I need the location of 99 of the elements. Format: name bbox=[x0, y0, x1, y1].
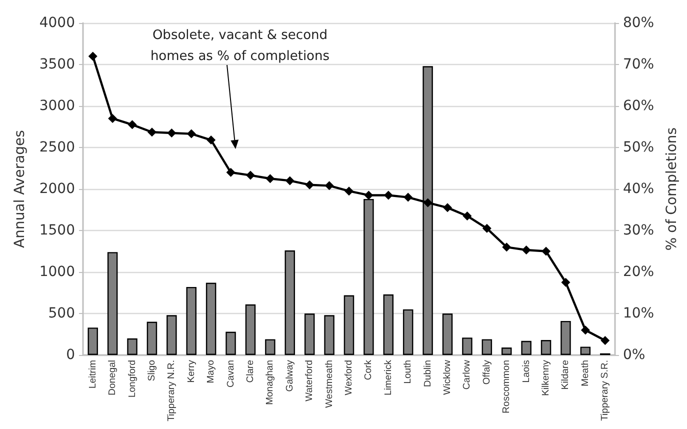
y2-tick-label: 40% bbox=[622, 181, 654, 197]
point bbox=[128, 120, 137, 130]
bar bbox=[88, 328, 98, 355]
x-tick-label: Offaly bbox=[481, 360, 492, 385]
y2-tick-label: 30% bbox=[622, 222, 654, 238]
x-tick-label: Roscommon bbox=[501, 360, 512, 414]
point bbox=[384, 190, 393, 200]
x-tick-label: Sligo bbox=[146, 360, 158, 382]
bar bbox=[482, 339, 492, 355]
point bbox=[522, 246, 531, 255]
x-tick-label: Clare bbox=[244, 360, 256, 383]
y-tick-label: 3500 bbox=[39, 56, 75, 72]
bar bbox=[206, 282, 216, 355]
x-tick-label: Dublin bbox=[422, 360, 434, 387]
point bbox=[423, 198, 432, 208]
point bbox=[344, 186, 354, 196]
bar bbox=[245, 304, 256, 355]
bar bbox=[186, 286, 196, 355]
x-tick-label: Louth bbox=[402, 360, 414, 384]
y2-axis-title: % of Completions bbox=[664, 127, 680, 251]
point bbox=[364, 190, 374, 200]
point bbox=[206, 136, 216, 145]
x-tick-label: Kilkenny bbox=[540, 360, 552, 396]
bar bbox=[560, 320, 571, 355]
point bbox=[305, 180, 314, 190]
annotation: Obsolete, vacant & second homes as % of completions bbox=[149, 26, 331, 66]
bar bbox=[383, 294, 394, 355]
x-tick-label: Mayo bbox=[206, 360, 217, 384]
x-tick-label: Monaghan bbox=[264, 360, 276, 405]
bar bbox=[265, 339, 276, 355]
y2-tick-label: 0% bbox=[622, 347, 646, 363]
y-tick-label: 4000 bbox=[39, 15, 75, 31]
y-tick-label: 1500 bbox=[39, 222, 75, 238]
y2-tick-label: 80% bbox=[622, 15, 654, 31]
point bbox=[266, 174, 275, 184]
point bbox=[88, 52, 98, 61]
bar bbox=[284, 250, 296, 355]
x-tick-label: Donegal bbox=[107, 360, 118, 396]
point bbox=[167, 128, 176, 138]
bar bbox=[540, 340, 552, 355]
point bbox=[108, 114, 118, 123]
y2-tick-label: 50% bbox=[622, 140, 654, 156]
point bbox=[542, 246, 551, 256]
y-tick-label: 3000 bbox=[39, 98, 75, 114]
y2-tick-label: 60% bbox=[622, 98, 654, 114]
x-tick-label: Wexford bbox=[343, 360, 354, 396]
bar bbox=[580, 346, 591, 355]
x-tick-label: Tipperary S.R. bbox=[600, 360, 611, 421]
bar bbox=[344, 295, 354, 355]
point bbox=[502, 242, 512, 252]
y-axis-title: Annual Averages bbox=[12, 130, 28, 248]
point bbox=[226, 168, 236, 177]
point bbox=[324, 181, 334, 190]
point bbox=[561, 278, 570, 287]
point bbox=[404, 192, 413, 202]
x-tick-label: Laois bbox=[520, 360, 532, 383]
bar bbox=[462, 338, 472, 355]
x-tick-label: Waterford bbox=[304, 360, 316, 402]
bar bbox=[127, 338, 138, 355]
point bbox=[147, 128, 156, 137]
x-tick-label: Cavan bbox=[225, 360, 236, 388]
bar bbox=[442, 314, 453, 355]
point bbox=[482, 224, 492, 233]
x-tick-label: Kildare bbox=[560, 360, 572, 390]
point bbox=[246, 170, 255, 180]
y-tick-label: 500 bbox=[48, 306, 75, 322]
point bbox=[580, 326, 590, 335]
bar bbox=[146, 322, 158, 355]
x-tick-label: Westmeath bbox=[324, 360, 335, 408]
x-tick-label: Longford bbox=[126, 360, 138, 398]
point bbox=[186, 129, 196, 138]
bar bbox=[501, 348, 512, 355]
bar bbox=[226, 332, 236, 355]
point bbox=[462, 211, 472, 220]
x-tick-label: Wicklow bbox=[442, 360, 454, 395]
bar bbox=[402, 309, 414, 355]
y-tick-label: 1000 bbox=[39, 264, 75, 280]
point bbox=[443, 203, 452, 212]
bar bbox=[304, 314, 315, 355]
y-tick-label: 2500 bbox=[39, 140, 75, 156]
x-tick-label: Limerick bbox=[382, 360, 394, 396]
bar bbox=[107, 252, 118, 355]
x-tick-label: Cork bbox=[363, 360, 374, 380]
y2-tick-label: 70% bbox=[622, 56, 654, 72]
x-tick-label: Galway bbox=[284, 360, 296, 392]
bar bbox=[324, 315, 334, 355]
point bbox=[285, 176, 294, 186]
y-tick-label: 2000 bbox=[39, 181, 75, 197]
point bbox=[600, 336, 610, 345]
x-tick-label: Meath bbox=[580, 360, 591, 386]
x-tick-label: Tipperary N.R. bbox=[166, 360, 178, 422]
y-tick-label: 0 bbox=[66, 347, 75, 363]
x-tick-label: Carlow bbox=[462, 360, 473, 390]
x-tick-label: Kerry bbox=[186, 360, 197, 383]
bar bbox=[521, 340, 532, 355]
x-tick-label: Leitrim bbox=[87, 360, 98, 389]
y2-tick-label: 20% bbox=[622, 264, 654, 280]
y2-tick-label: 10% bbox=[622, 306, 654, 322]
bar bbox=[166, 315, 177, 355]
